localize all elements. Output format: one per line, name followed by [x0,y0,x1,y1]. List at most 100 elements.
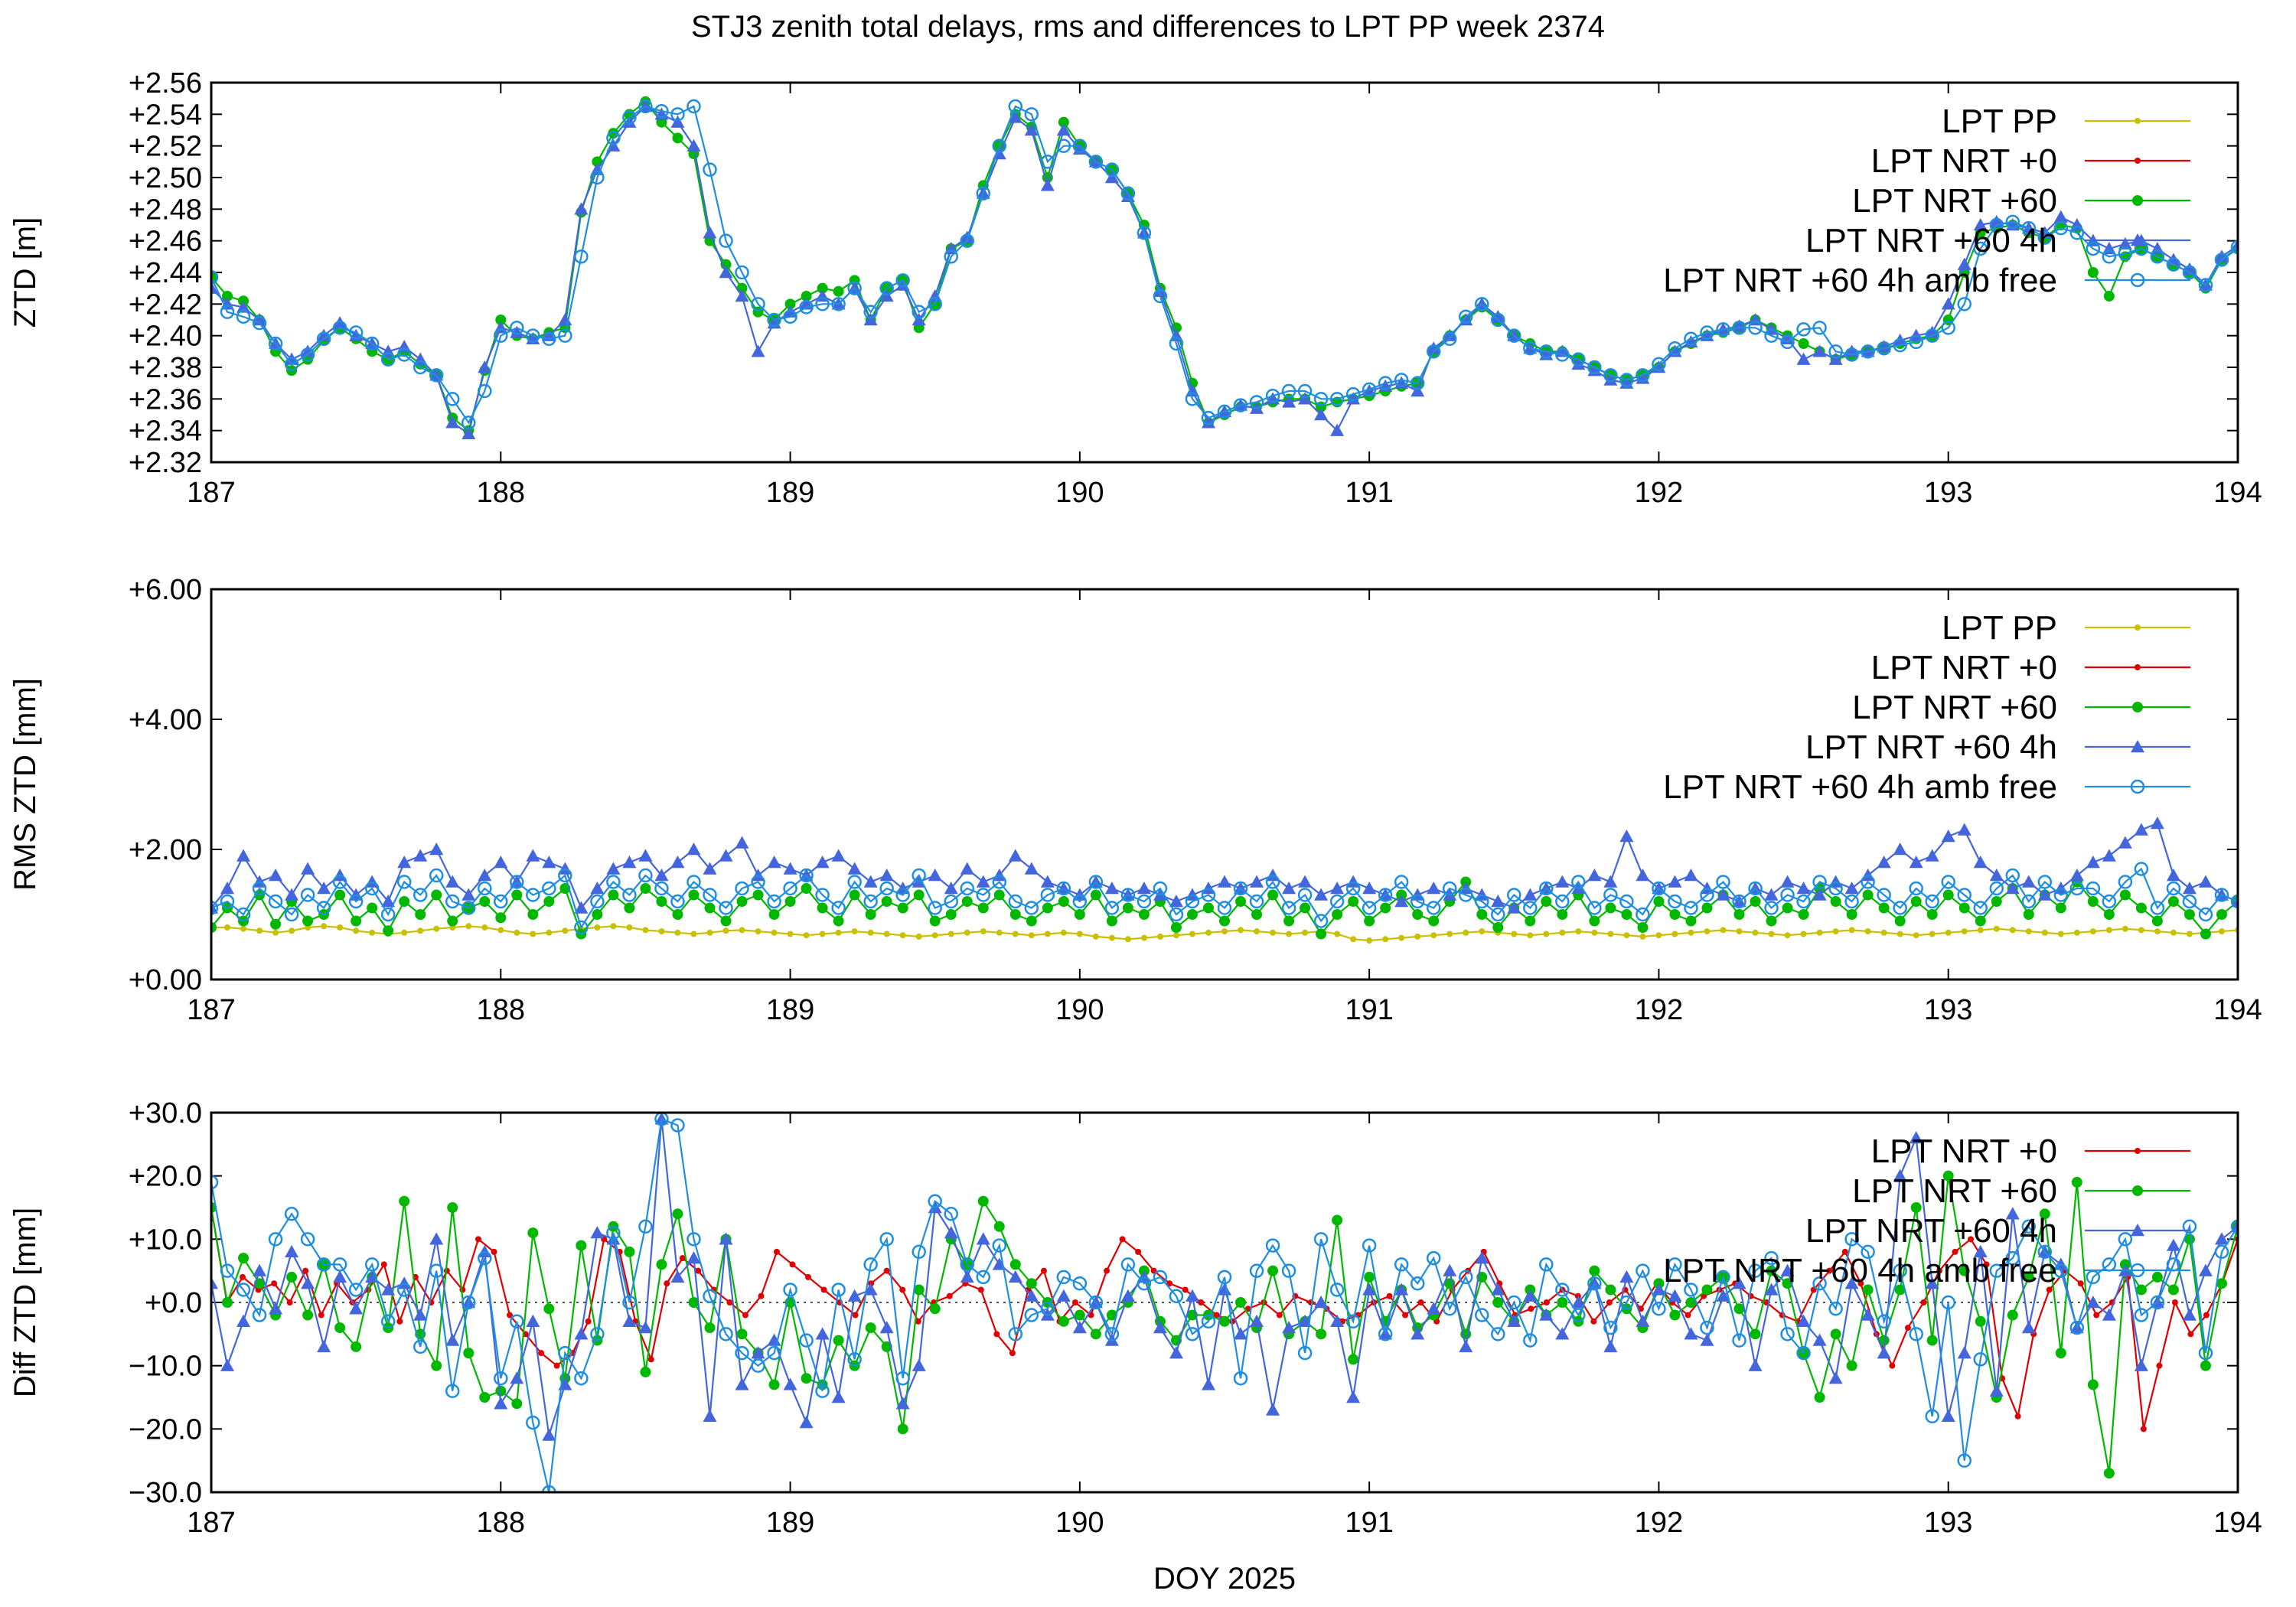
data-point [883,1267,890,1274]
data-point [1812,344,1827,357]
data-point [1559,929,1566,936]
data-point [1282,882,1296,895]
data-point [2021,894,2037,909]
data-point [1893,843,1907,856]
data-point [2182,262,2197,275]
data-point [719,849,733,862]
data-point [1952,1248,1958,1255]
data-point [799,300,814,315]
data-point [687,139,701,152]
data-point [1920,1299,1927,1305]
legend-label: LPT PP [1942,609,2057,647]
data-point [2103,291,2115,302]
data-point [1042,902,1053,914]
data-point [510,325,524,338]
data-point [1587,360,1602,375]
data-point [1941,1295,1955,1310]
data-point [1443,1263,1457,1276]
data-point [211,901,219,915]
data-point [1276,1312,1283,1319]
data-point [2214,249,2229,262]
data-point [351,1341,362,1352]
data-point [1104,162,1120,177]
data-point [1607,931,1614,937]
data-point [1846,1360,1857,1371]
data-point [1750,896,1761,907]
x-tick-label: 191 [1345,1507,1393,1539]
data-point [2046,1286,2053,1293]
data-point [1587,901,1602,915]
data-point [2069,869,2084,882]
data-point [1088,155,1104,169]
data-point [1350,936,1357,943]
x-tick-label: 189 [766,994,814,1026]
data-point [1156,933,1163,940]
data-point [1348,1354,1359,1365]
data-point [1219,915,1230,927]
data-point [1119,1236,1126,1243]
data-point [1153,1321,1167,1334]
data-point [1782,902,1793,914]
data-point [445,392,460,406]
data-point [960,233,974,248]
data-point [1591,929,1598,936]
data-point [687,1251,701,1264]
data-point [817,282,828,294]
data-point [211,1175,219,1190]
data-point [300,888,315,902]
data-point [1571,875,1586,889]
legend-marker [2131,1224,2144,1237]
data-point [2005,1207,2020,1220]
data-point [831,297,846,311]
x-tick-label: 190 [1055,994,1104,1026]
data-point [270,918,282,930]
data-point [1458,1270,1473,1285]
data-point [1523,888,1538,901]
x-tick-label: 189 [766,477,814,509]
data-point [1864,928,1871,935]
data-point [1394,1257,1409,1272]
data-point [348,325,364,340]
data-point [478,360,492,373]
legend-marker [2132,195,2143,206]
data-point [1300,902,1311,914]
data-point [1040,1267,1047,1274]
data-point [1072,894,1088,909]
data-point [1732,1276,1746,1289]
data-point [590,170,605,185]
data-point [1909,856,1923,869]
data-point [399,896,410,907]
y-tick-label: +0.0 [145,1287,202,1319]
data-point [284,1207,299,1221]
data-point [703,1289,717,1303]
data-point [1525,915,1536,927]
data-point [752,889,764,901]
data-point [1169,1289,1184,1303]
data-point [977,1286,984,1293]
data-point [1796,322,1811,337]
y-axis-label: ZTD [m] [8,217,42,328]
data-point [993,889,1005,901]
data-point [815,856,830,869]
data-point [758,1292,765,1299]
data-point [1044,931,1051,937]
data-point [510,875,524,889]
data-point [1009,909,1021,920]
data-point [1028,932,1035,939]
data-point [726,1299,733,1305]
data-point [638,868,653,883]
data-point [211,281,218,294]
data-point [1957,888,1971,902]
data-point [1024,1289,1039,1302]
data-point [475,1236,481,1243]
data-point [1826,1267,1833,1274]
data-point [1587,869,1602,882]
data-point [1417,1299,1424,1305]
data-point [1877,341,1891,356]
data-point [1780,334,1795,350]
data-point [1957,257,1971,270]
data-point [1507,888,1521,902]
data-point [380,1261,387,1268]
data-point [2105,927,2112,934]
